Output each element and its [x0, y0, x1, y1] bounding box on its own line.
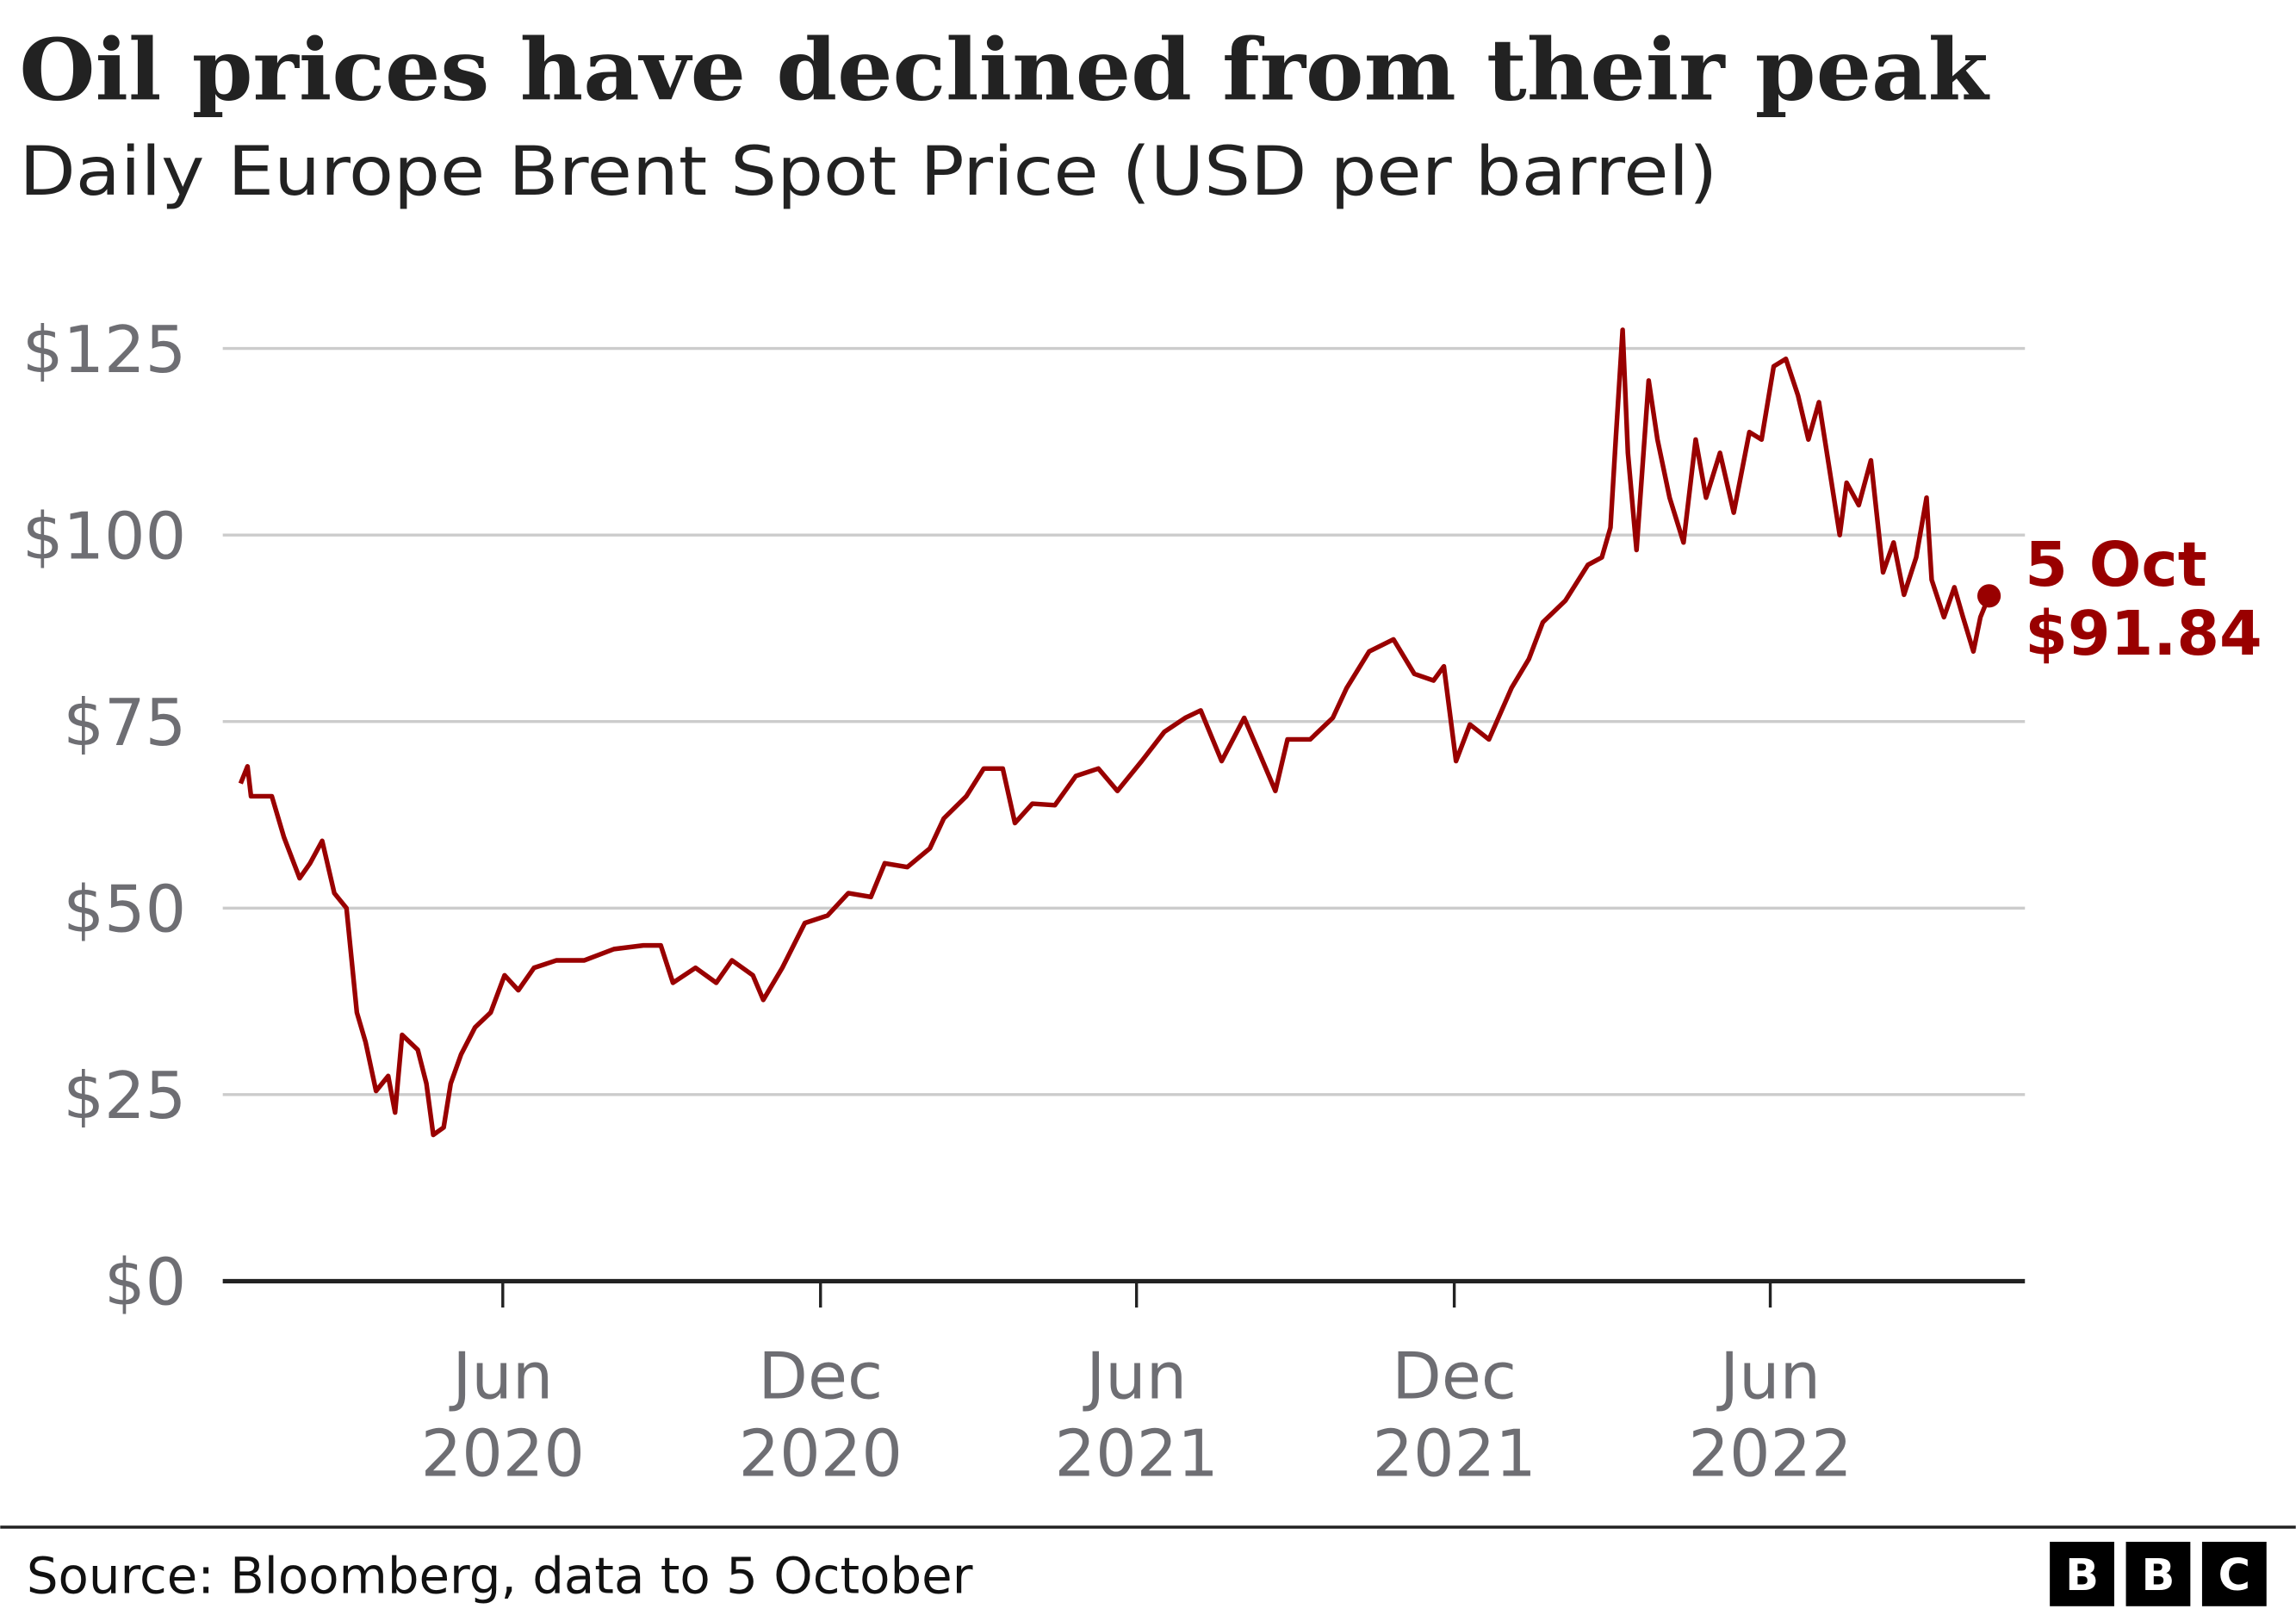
y-tick-label: $125 — [22, 313, 186, 388]
y-tick-label: $25 — [63, 1059, 186, 1134]
x-tick-year: 2022 — [1688, 1417, 1852, 1492]
y-tick-label: $50 — [63, 872, 186, 947]
y-axis-labels: $0 $25 $50 $75 $100 $125 — [22, 313, 186, 1320]
x-tick-month: Jun — [1083, 1339, 1187, 1413]
latest-point-marker — [1976, 584, 2001, 608]
x-tick-month: Jun — [1716, 1339, 1821, 1413]
svg-text:B: B — [2142, 1550, 2175, 1601]
y-tick-label: $75 — [63, 686, 186, 761]
x-tick-year: 2020 — [739, 1417, 903, 1492]
series-line — [238, 327, 1992, 1138]
x-tick-year: 2021 — [1372, 1417, 1536, 1492]
bbc-logo: B B C — [2050, 1542, 2267, 1606]
x-tick-month: Jun — [449, 1339, 553, 1413]
annotation-date: 5 Oct — [2025, 529, 2207, 600]
svg-text:B: B — [2065, 1550, 2099, 1601]
gridlines — [222, 346, 2026, 1283]
x-tick-year: 2020 — [421, 1417, 585, 1492]
source-note: Source: Bloomberg, data to 5 October — [27, 1547, 973, 1606]
x-tick-year: 2021 — [1055, 1417, 1219, 1492]
chart-title: Oil prices have declined from their peak — [19, 21, 1989, 121]
y-tick-label: $100 — [22, 499, 186, 574]
x-tick-month: Dec — [758, 1339, 883, 1413]
y-tick-label: $0 — [104, 1245, 186, 1320]
svg-text:C: C — [2218, 1550, 2250, 1601]
x-tick-month: Dec — [1392, 1339, 1517, 1413]
chart-subtitle: Daily Europe Brent Spot Price (USD per b… — [19, 133, 1717, 211]
annotation-value: $91.84 — [2025, 598, 2262, 669]
